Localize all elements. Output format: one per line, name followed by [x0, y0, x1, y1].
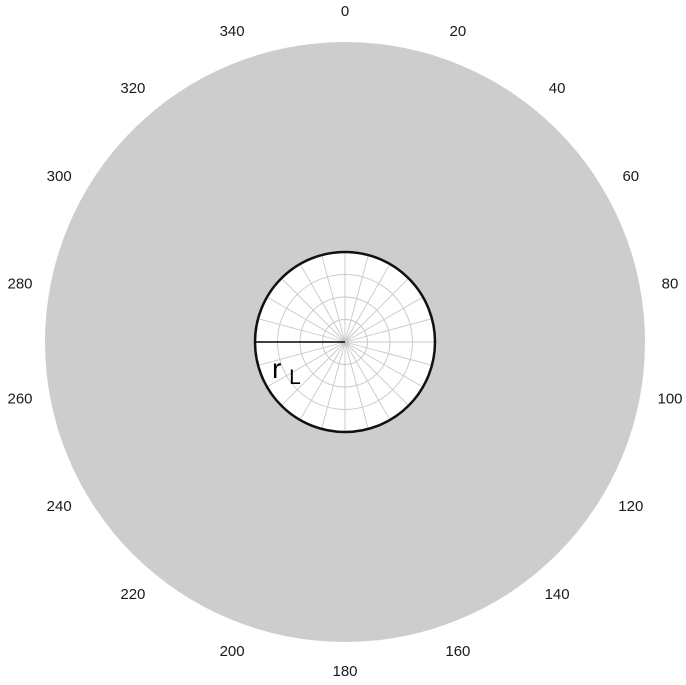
- angle-label-60: 60: [622, 168, 639, 185]
- angle-label-140: 140: [545, 586, 570, 603]
- radius-label-main: r: [272, 353, 281, 384]
- angle-label-240: 240: [47, 498, 72, 515]
- angle-label-340: 340: [220, 23, 245, 40]
- angle-label-180: 180: [332, 663, 357, 680]
- angle-label-40: 40: [549, 80, 566, 97]
- angle-label-220: 220: [120, 586, 145, 603]
- angle-label-80: 80: [662, 276, 679, 293]
- angle-label-120: 120: [618, 498, 643, 515]
- angle-label-100: 100: [657, 390, 682, 407]
- angle-label-300: 300: [47, 168, 72, 185]
- angle-label-260: 260: [7, 390, 32, 407]
- radius-label-subscript: L: [289, 366, 301, 389]
- inner-grid: [255, 252, 435, 432]
- radius-label: r L: [272, 353, 301, 389]
- angle-label-20: 20: [450, 23, 467, 40]
- angle-label-200: 200: [220, 643, 245, 660]
- angle-label-160: 160: [445, 643, 470, 660]
- angle-label-0: 0: [341, 3, 349, 20]
- angle-label-320: 320: [120, 80, 145, 97]
- angle-label-280: 280: [7, 276, 32, 293]
- angle-labels: 0 20 40 60 80 100 120 140 160 180 200 220 240 260 280 3…: [7, 3, 682, 680]
